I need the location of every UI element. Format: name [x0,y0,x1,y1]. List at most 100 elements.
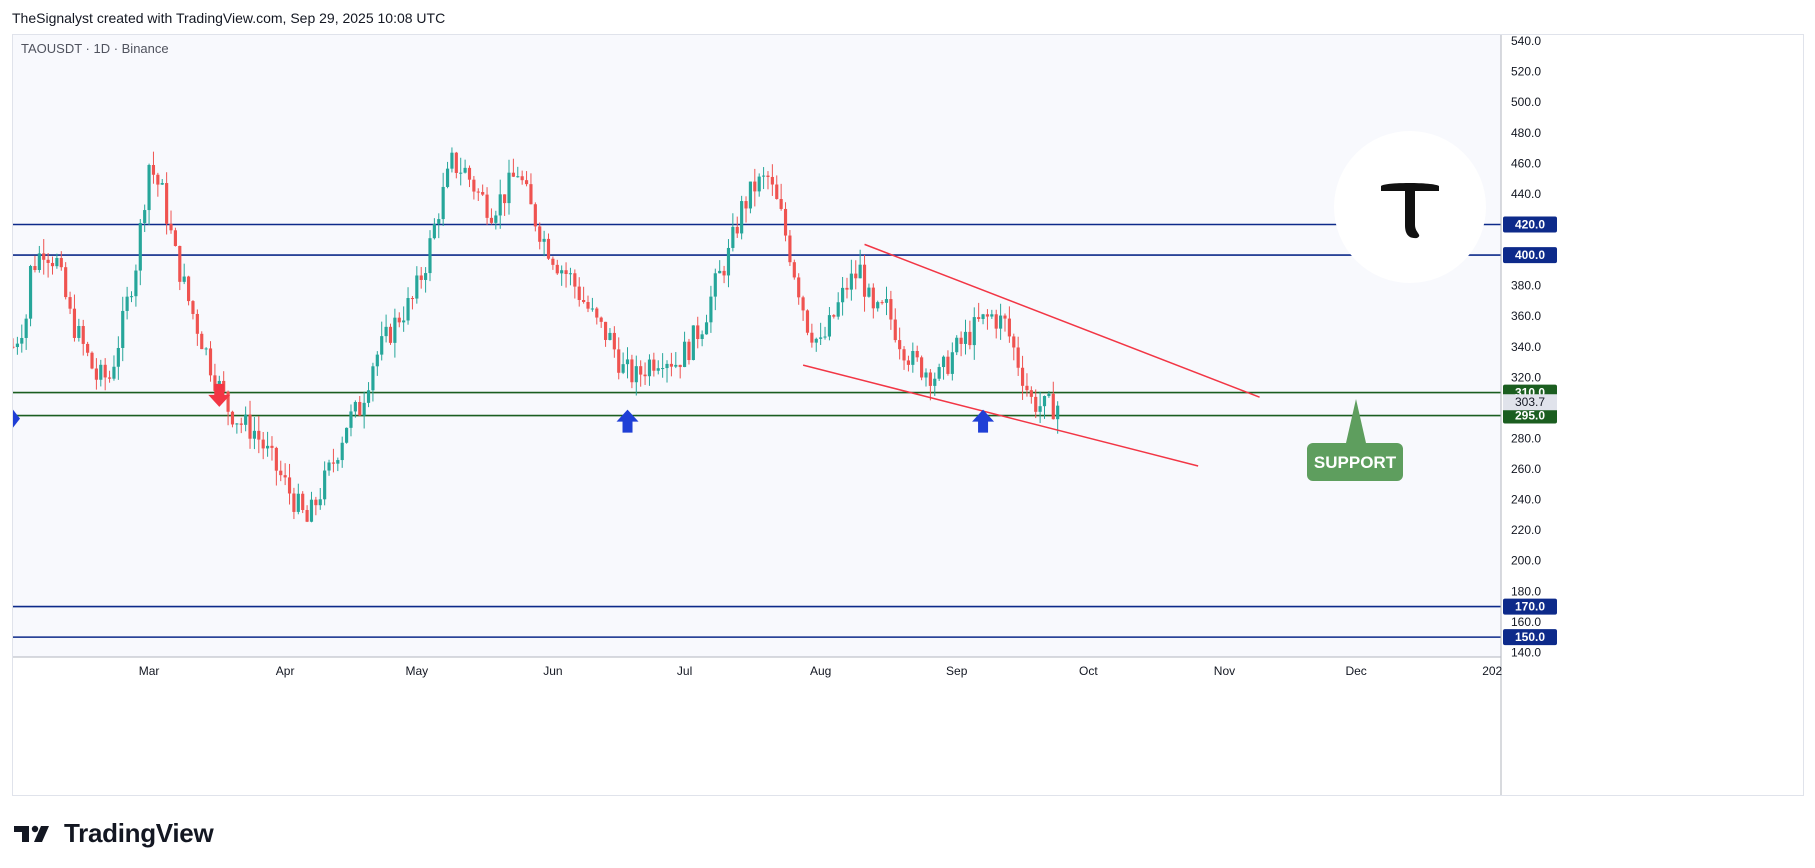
candle-body [915,351,919,358]
candle-body [1056,405,1060,420]
candle-body [814,338,818,343]
candle-body [933,378,937,386]
candle-body [617,349,621,373]
candle-body [841,287,845,303]
candle-body [424,273,428,280]
candle-body [230,411,235,425]
candle-body [876,302,880,309]
candle-body [994,314,998,329]
candle-body [296,493,300,512]
candle-body [832,315,836,317]
candle-body [467,167,472,180]
candle-body [744,201,748,209]
trendline-lower [802,364,1199,467]
price-tick-label: 520.0 [1511,65,1541,79]
candle-body [129,296,134,298]
candle-body [568,273,573,275]
candle-body [165,183,169,224]
price-tick-label: 220.0 [1511,523,1541,537]
candle-body [722,270,726,276]
candle-body [608,332,612,340]
candle-body [1025,385,1029,391]
candle-body [770,176,774,185]
candle-body [880,302,884,304]
candle-body [138,223,142,271]
candle-body [42,253,46,260]
candle-body [858,264,862,279]
candle-body [884,299,889,303]
candle-body [981,314,985,319]
candle-body [182,276,186,282]
candle-body [718,270,722,274]
candle-body [1012,336,1016,348]
candle-body [801,297,805,311]
price-chart[interactable]: TAOUSDT · 1D · Binance 540.0 520.0 500.0 480… [11,34,1803,795]
candle-body [498,194,502,216]
candle-body [252,430,256,439]
candle-body [362,402,366,416]
candle-body [972,317,976,346]
candle-body [862,264,867,297]
plot-background [13,35,1501,657]
time-tick-label: Apr [276,664,295,678]
candle-body [28,266,33,319]
candle-body [920,357,924,378]
candle-body [634,366,638,383]
level-badge-400.0 [1503,247,1557,264]
candle-body [20,337,24,344]
candle-body [353,401,357,412]
candle-body [603,321,608,340]
candle-body [946,356,950,374]
price-tick-label: 200.0 [1511,554,1541,568]
candle-body [235,423,239,425]
candle-body [72,308,77,338]
candle-body [147,164,151,211]
candle-body [691,325,695,361]
time-tick-label: Dec [1345,664,1366,678]
chart-frame[interactable]: TAOUSDT · 1D · Binance 540.0 520.0 500.0 480… [11,34,1804,796]
candle-body [595,308,599,318]
arrow-down-icon [208,383,231,407]
candle-body [248,414,252,439]
candle-body [186,276,191,302]
candle-body [551,258,555,265]
candle-body [533,204,537,227]
candle-body [441,186,445,220]
candle-body [678,364,682,368]
candle-body [704,322,709,335]
candle-body [573,273,577,287]
candle-body [977,317,981,319]
candle-body [287,477,292,494]
candle-body [340,442,344,461]
candle-body [849,273,853,290]
candle-body [86,343,90,353]
price-tick-label: 440.0 [1511,187,1541,201]
candle-body [674,364,678,367]
candle-body [50,262,55,267]
price-tick-label: 320.0 [1511,370,1541,384]
candle-body [160,183,164,185]
support-label: SUPPORT [1314,453,1397,472]
candle-body [485,194,489,218]
price-tick-label: 460.0 [1511,156,1541,170]
candle-body [125,296,129,311]
time-tick-label: 202 [1482,664,1502,678]
candle-body [459,172,463,174]
candle-body [639,366,643,375]
level-badge-label: 170.0 [1515,600,1545,614]
candle-body [625,359,630,365]
candle-body [748,181,752,209]
candle-body [90,352,94,369]
candle-body [700,334,704,340]
candle-body [200,333,204,350]
candle-body [643,374,647,377]
candle-body [24,318,28,338]
trendline-upper [864,243,1260,398]
candle-body [779,198,783,209]
candle-body [173,230,177,246]
support-callout [1307,443,1403,481]
candle-body [366,390,371,403]
candle-body [511,172,515,177]
candle-body [682,341,687,368]
candle-body [380,336,384,355]
